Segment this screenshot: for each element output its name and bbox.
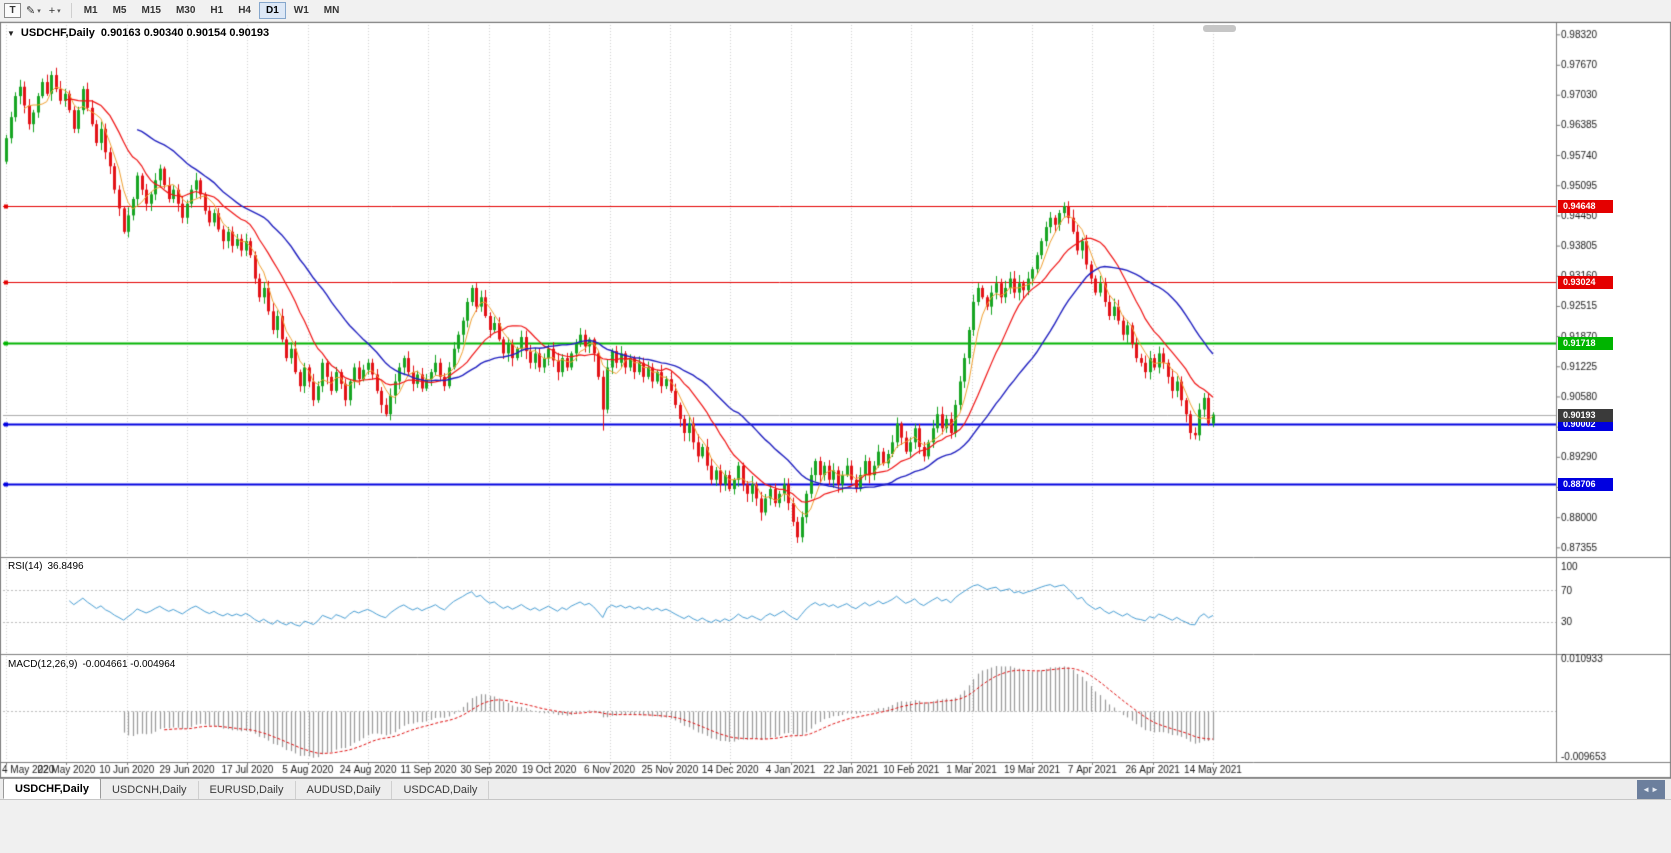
tab-usdcnh[interactable]: USDCNH,Daily	[101, 781, 199, 799]
timeframe-button-d1[interactable]: D1	[259, 2, 286, 19]
timeframe-button-h1[interactable]: H1	[210, 5, 224, 16]
timeframe-button-w1[interactable]: W1	[293, 5, 309, 16]
current-price-badge: 0.90193	[1558, 408, 1613, 422]
top-toolbar: T ✎ ▾ + ▾ M1 M5 M15 M30 H1 H4 D1 W1 MN	[0, 0, 1671, 22]
timeframe-button-mn[interactable]: MN	[323, 5, 340, 16]
rsi-value: 36.8496	[47, 561, 84, 572]
chart-tabs: USDCHF,Daily USDCNH,Daily EURUSD,Daily AUDU…	[3, 778, 490, 799]
chart-hscrollbar-thumb[interactable]	[1203, 25, 1236, 32]
price-level-badge: 0.94648	[1558, 200, 1613, 214]
tab-audusd[interactable]: AUDUSD,Daily	[296, 781, 393, 799]
timeframe-button-h4[interactable]: H4	[238, 5, 251, 16]
tab-usdcad[interactable]: USDCAD,Daily	[392, 781, 490, 799]
price-level-badge: 0.88706	[1558, 478, 1613, 492]
chart-title: ▼ USDCHF,Daily 0.90163 0.90340 0.90154 0…	[7, 27, 269, 39]
shapes-tool-button[interactable]: + ▾	[46, 2, 64, 19]
rsi-indicator-title: RSI(14) 36.8496	[8, 561, 84, 572]
chart-title-symbol: USDCHF,Daily	[20, 27, 95, 39]
chevron-down-icon: ▾	[57, 7, 61, 15]
tab-usdchf[interactable]: USDCHF,Daily	[3, 778, 101, 799]
price-level-badge: 0.91718	[1558, 337, 1613, 351]
toolbar-separator	[70, 3, 72, 18]
pencil-tool-button[interactable]: ✎ ▾	[23, 2, 44, 19]
price-chart-canvas[interactable]	[0, 22, 1671, 778]
tab-eurusd[interactable]: EURUSD,Daily	[199, 781, 296, 799]
price-level-badge: 0.93024	[1558, 276, 1613, 290]
chart-title-ohlc: 0.90163 0.90340 0.90154 0.90193	[100, 27, 270, 39]
timeframe-button-m1[interactable]: M1	[83, 5, 98, 16]
tab-scroll-control[interactable]: ◄►	[1637, 780, 1665, 799]
timeframe-button-m15[interactable]: M15	[141, 5, 161, 16]
timeframe-button-m5[interactable]: M5	[112, 5, 127, 16]
macd-indicator-title: MACD(12,26,9) -0.004661 -0.004964	[8, 659, 175, 670]
chart-tab-bar: USDCHF,Daily USDCNH,Daily EURUSD,Daily AUDU…	[0, 778, 1671, 800]
macd-values: -0.004661 -0.004964	[82, 659, 176, 670]
timeframe-group: M1 M5 M15 M30 H1 H4 D1 W1 MN	[77, 2, 348, 19]
chart-collapse-icon[interactable]: ▼	[7, 28, 15, 38]
macd-label: MACD(12,26,9)	[8, 659, 78, 670]
chart-type-button[interactable]: T	[4, 3, 21, 18]
rsi-label: RSI(14)	[8, 561, 43, 572]
pencil-icon: ✎	[26, 5, 36, 17]
timeframe-button-m30[interactable]: M30	[175, 5, 196, 16]
chevron-down-icon: ▾	[37, 7, 41, 15]
shapes-icon: +	[48, 4, 56, 17]
